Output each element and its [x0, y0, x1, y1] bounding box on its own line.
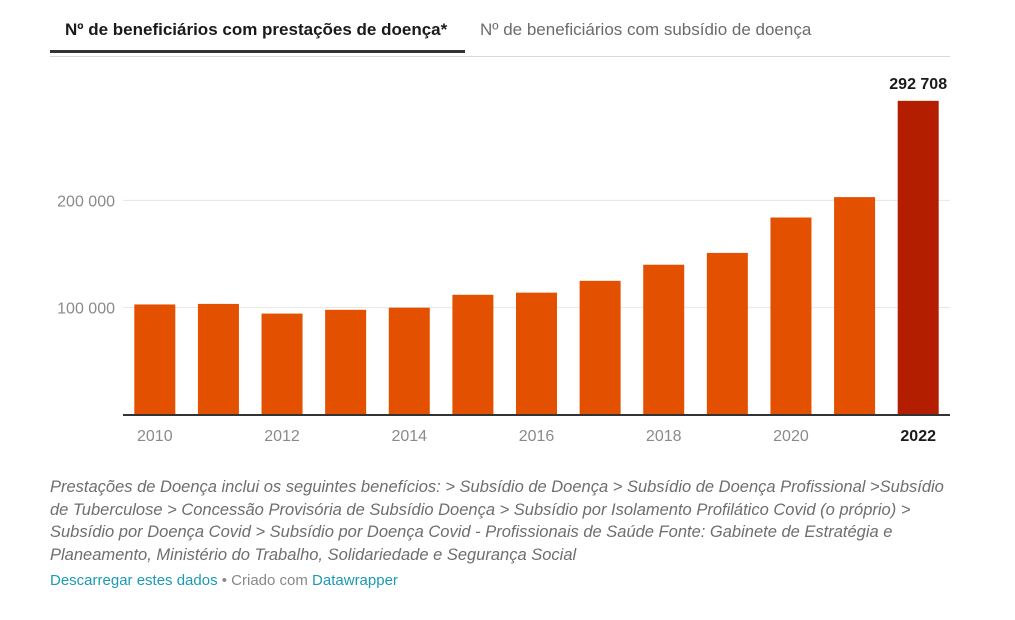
- x-tick-label: 2014: [391, 428, 427, 445]
- y-tick-label: 100 000: [57, 301, 115, 318]
- x-tick-label: 2018: [646, 428, 682, 445]
- bar-2014: [388, 307, 430, 415]
- bar-2018: [643, 264, 685, 415]
- bar-2016: [516, 292, 557, 415]
- chart-footer: Descarregar estes dados • Criado com Dat…: [50, 572, 398, 589]
- bar-2012: [261, 313, 303, 415]
- bar-2017: [579, 280, 621, 415]
- bar-2011: [197, 303, 239, 415]
- bar-2010: [134, 304, 176, 415]
- x-tick-label: 2012: [264, 428, 300, 445]
- bar-2015: [452, 294, 494, 415]
- x-tick-label: 2020: [773, 428, 809, 445]
- x-tick-label: 2022: [900, 428, 936, 445]
- bar-2021: [834, 197, 876, 415]
- bar-2019: [706, 252, 748, 415]
- value-label-2022: 292 708: [889, 76, 947, 93]
- bar-2022: [897, 100, 939, 415]
- footer-separator: • Criado com: [217, 572, 313, 589]
- download-data-link[interactable]: Descarregar estes dados: [50, 572, 218, 589]
- tab-beneficiarios-subsidio[interactable]: Nº de beneficiários com subsídio de doen…: [480, 20, 812, 39]
- datawrapper-link[interactable]: Datawrapper: [312, 572, 398, 589]
- x-tick-label: 2010: [137, 428, 173, 445]
- bar-2013: [325, 309, 367, 415]
- bar-chart: 100 000 200 000 292 708 2010 2012 2014 2016 201…: [57, 76, 950, 445]
- bar-2020: [770, 217, 812, 415]
- chart-notes: Prestações de Doença inclui os seguintes…: [50, 478, 944, 564]
- y-tick-label: 200 000: [57, 193, 115, 210]
- x-tick-label: 2016: [519, 428, 555, 445]
- chart-tabs: Nº de beneficiários com prestações de do…: [50, 12, 950, 57]
- tab-beneficiarios-prestacoes[interactable]: Nº de beneficiários com prestações de do…: [50, 12, 465, 53]
